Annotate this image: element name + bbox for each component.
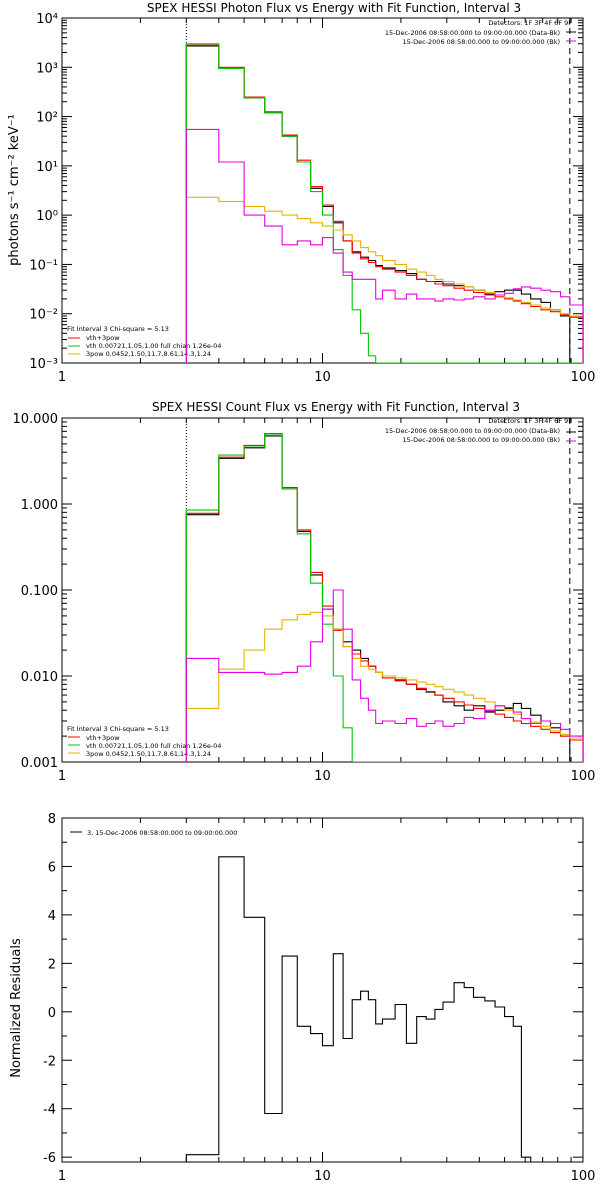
residual-x-tick-label: 1 — [58, 1169, 66, 1184]
count-fit-model: vth+3pow — [86, 734, 120, 742]
residual-y-tick-label: -2 — [43, 1054, 56, 1069]
photon-x-tick-label: 1 — [58, 370, 66, 385]
photon-y-tick-label: 10⁻¹ — [29, 258, 58, 273]
count-bk-label: 15-Dec-2006 08:58:00.000 to 09:00:00.000… — [403, 436, 561, 444]
photon-series-2-line — [185, 43, 583, 363]
count-x-tick-label: 10 — [314, 769, 331, 784]
photon-data-bk-label: 15-Dec-2006 08:58:00.000 to 09:00:00.000… — [385, 29, 560, 37]
residual-y-tick-label: -4 — [43, 1103, 56, 1118]
count-y-tick-label: 0.100 — [21, 584, 58, 599]
photon-y-tick-label: 10² — [36, 111, 58, 126]
count-y-tick-label: 10.000 — [13, 412, 59, 427]
residual-series-0-line — [185, 856, 532, 1162]
residuals-panel: 3, 15-Dec-2006 08:58:00.000 to 09:00:00.… — [9, 812, 595, 1184]
photon-fit-title: Fit Interval 3 Chi-square = 5.13 — [67, 325, 169, 333]
photon-bk-label: 15-Dec-2006 08:58:00.000 to 09:00:00.000… — [403, 38, 561, 46]
residual-x-tick-label: 100 — [571, 1169, 596, 1184]
residual-y-tick-label: 0 — [48, 1006, 56, 1021]
count-fit-title: Fit Interval 3 Chi-square = 5.13 — [67, 725, 169, 733]
residuals-ylabel: Normalized Residuals — [9, 938, 24, 1078]
photon-y-tick-label: 10⁻² — [29, 308, 58, 323]
photon-series-1-line — [185, 44, 583, 363]
count-data-bk-label: 15-Dec-2006 08:58:00.000 to 09:00:00.000… — [385, 427, 560, 435]
photon-series-3-line — [185, 196, 583, 363]
photon-y-tick-label: 10⁻³ — [29, 357, 58, 372]
residual-y-tick-label: -6 — [43, 1151, 56, 1166]
residual-y-tick-label: 6 — [48, 860, 56, 875]
photon-y-tick-label: 10¹ — [36, 160, 58, 175]
photon-y-tick-label: 10³ — [36, 61, 58, 76]
residual-plot-frame — [61, 817, 584, 1163]
residuals-legend-text: 3, 15-Dec-2006 08:58:00.000 to 09:00:00.… — [87, 829, 237, 837]
count-y-tick-label: 0.010 — [21, 670, 58, 685]
count-fit-vth: vth 0.00721,1.05,1.00 full chian 1.26e-0… — [86, 742, 221, 750]
count-x-tick-label: 100 — [571, 769, 596, 784]
count-y-tick-label: 0.001 — [21, 756, 58, 771]
photon-detectors-label: Detectors: 1F 3F 4F 6F 9F — [488, 19, 572, 27]
count-fit-3pow: 3pow 0.0452,1.50,11.7,8.61,14.3,1.24 — [86, 750, 211, 758]
count-series-4-line — [185, 589, 583, 762]
residual-x-tick-label: 10 — [314, 1169, 331, 1184]
photon-fit-vth: vth 0.00721,1.05,1.00 full chian 1.26e-0… — [86, 342, 221, 350]
count-series-2-line — [185, 433, 583, 762]
count-series-0-line — [185, 435, 583, 762]
photon-fit-model: vth+3pow — [86, 334, 120, 342]
count-flux-panel: SPEX HESSI Count Flux vs Energy with Fit… — [13, 400, 596, 784]
count-series-1-line — [185, 432, 583, 762]
residual-y-tick-label: 2 — [48, 957, 56, 972]
photon-series-0-line — [185, 45, 583, 363]
photon-y-tick-label: 10⁰ — [36, 209, 58, 224]
count-flux-title: SPEX HESSI Count Flux vs Energy with Fit… — [152, 400, 520, 414]
photon-fit-3pow: 3pow 0.0452,1.50,11.7,8.61,14.3,1.24 — [86, 350, 211, 358]
count-y-tick-label: 1.000 — [21, 498, 58, 513]
photon-x-tick-label: 100 — [571, 370, 596, 385]
photon-flux-title: SPEX HESSI Photon Flux vs Energy with Fi… — [147, 1, 521, 15]
photon-flux-panel: SPEX HESSI Photon Flux vs Energy with Fi… — [7, 1, 595, 385]
residual-y-tick-label: 8 — [48, 812, 56, 827]
photon-ylabel: photons s⁻¹ cm⁻² keV⁻¹ — [7, 114, 22, 266]
photon-x-tick-label: 10 — [314, 370, 331, 385]
count-x-tick-label: 1 — [58, 769, 66, 784]
count-series-3-line — [185, 611, 583, 762]
photon-series-4-line — [185, 128, 583, 363]
photon-y-tick-label: 10⁴ — [36, 12, 58, 27]
count-detectors-label: Detectors: 1F 3F 4F 6F 9F — [488, 417, 572, 425]
residual-y-tick-label: 4 — [48, 909, 56, 924]
